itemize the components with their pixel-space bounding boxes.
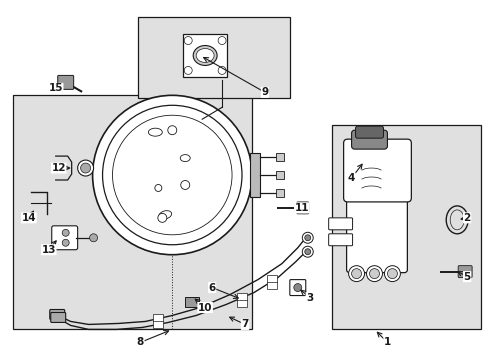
Bar	[275, 189, 283, 197]
Text: 3: 3	[305, 293, 313, 302]
Bar	[183, 33, 226, 77]
Circle shape	[184, 37, 192, 45]
Ellipse shape	[148, 128, 162, 136]
Circle shape	[384, 266, 400, 282]
FancyBboxPatch shape	[185, 297, 199, 306]
FancyBboxPatch shape	[58, 75, 74, 89]
Circle shape	[366, 266, 382, 282]
Circle shape	[62, 239, 69, 246]
Circle shape	[158, 213, 166, 222]
Circle shape	[304, 235, 310, 241]
Circle shape	[348, 266, 364, 282]
Text: 13: 13	[41, 245, 56, 255]
FancyBboxPatch shape	[346, 195, 407, 273]
Circle shape	[167, 126, 176, 135]
Circle shape	[218, 37, 225, 45]
FancyBboxPatch shape	[343, 139, 410, 202]
Circle shape	[78, 160, 93, 176]
Bar	[331, 125, 480, 329]
Circle shape	[89, 234, 98, 242]
Text: 12: 12	[51, 163, 66, 173]
Bar	[266, 275, 276, 289]
Bar	[153, 315, 163, 328]
Circle shape	[155, 184, 162, 192]
Text: 7: 7	[241, 319, 248, 329]
Bar	[237, 293, 246, 306]
Text: 6: 6	[208, 283, 215, 293]
FancyBboxPatch shape	[52, 226, 78, 250]
Circle shape	[386, 269, 397, 279]
Ellipse shape	[180, 154, 190, 162]
Text: 1: 1	[383, 337, 390, 347]
FancyBboxPatch shape	[457, 266, 471, 278]
Circle shape	[351, 269, 361, 279]
FancyBboxPatch shape	[50, 310, 64, 319]
Circle shape	[181, 180, 189, 189]
FancyBboxPatch shape	[355, 126, 383, 138]
Ellipse shape	[193, 45, 217, 66]
Text: 9: 9	[261, 87, 268, 97]
Text: 2: 2	[463, 213, 470, 223]
FancyBboxPatch shape	[328, 218, 352, 230]
Circle shape	[184, 67, 192, 75]
Circle shape	[62, 229, 69, 236]
Circle shape	[302, 246, 313, 257]
FancyBboxPatch shape	[289, 280, 305, 296]
FancyBboxPatch shape	[296, 202, 308, 214]
Bar	[13, 95, 251, 329]
Circle shape	[293, 284, 301, 292]
Circle shape	[302, 232, 313, 243]
FancyBboxPatch shape	[51, 312, 65, 323]
Circle shape	[92, 95, 251, 255]
Bar	[275, 171, 283, 179]
Ellipse shape	[196, 49, 214, 62]
Text: 11: 11	[294, 203, 308, 213]
Circle shape	[81, 163, 90, 173]
Ellipse shape	[159, 211, 171, 219]
Circle shape	[369, 269, 379, 279]
Text: 15: 15	[48, 84, 63, 93]
FancyBboxPatch shape	[351, 130, 386, 149]
Circle shape	[218, 67, 225, 75]
Text: 4: 4	[347, 173, 355, 183]
Bar	[275, 153, 283, 161]
Bar	[138, 17, 289, 98]
Text: 10: 10	[198, 302, 212, 312]
Text: 5: 5	[463, 272, 470, 282]
Text: 8: 8	[137, 337, 144, 347]
Text: 14: 14	[21, 213, 36, 223]
Circle shape	[304, 249, 310, 255]
FancyBboxPatch shape	[328, 234, 352, 246]
Bar	[249, 153, 260, 197]
